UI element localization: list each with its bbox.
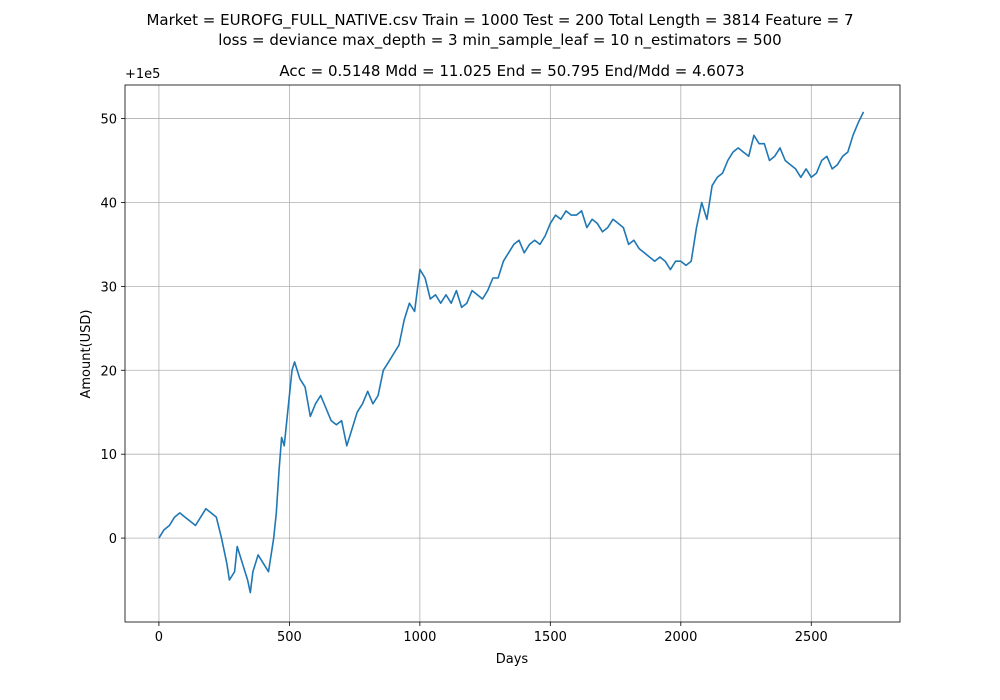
axes-frame <box>124 84 901 623</box>
y-tick-label: 30 <box>100 280 117 295</box>
series-line-0 <box>158 111 865 594</box>
x-tick-label: 500 <box>277 630 302 645</box>
y-offset-label: +1e5 <box>125 67 160 82</box>
x-tick-label: 1000 <box>403 630 436 645</box>
y-tick-label: 0 <box>109 532 117 547</box>
x-tick-label: 2000 <box>664 630 697 645</box>
chart-title: Acc = 0.5148 Mdd = 11.025 End = 50.795 E… <box>279 62 744 80</box>
x-tick-label: 1500 <box>534 630 567 645</box>
x-tick-label: 0 <box>155 630 163 645</box>
y-tick-label: 50 <box>100 113 117 128</box>
x-tick-label: 2500 <box>795 630 828 645</box>
suptitle-line-2: loss = deviance max_depth = 3 min_sample… <box>218 31 781 50</box>
y-axis-label: Amount(USD) <box>79 309 94 398</box>
y-tick-label: 20 <box>100 364 117 379</box>
x-ticks: 0 500 1000 1500 2000 2500 <box>155 622 828 645</box>
y-tick-label: 40 <box>100 196 117 211</box>
x-axis-label: Days <box>496 652 529 667</box>
y-ticks: 0 10 20 30 40 50 <box>100 113 125 547</box>
grid <box>125 85 900 622</box>
series-layer <box>158 111 865 594</box>
suptitle-line-1: Market = EUROFG_FULL_NATIVE.csv Train = … <box>146 11 853 30</box>
y-tick-label: 10 <box>100 448 117 463</box>
